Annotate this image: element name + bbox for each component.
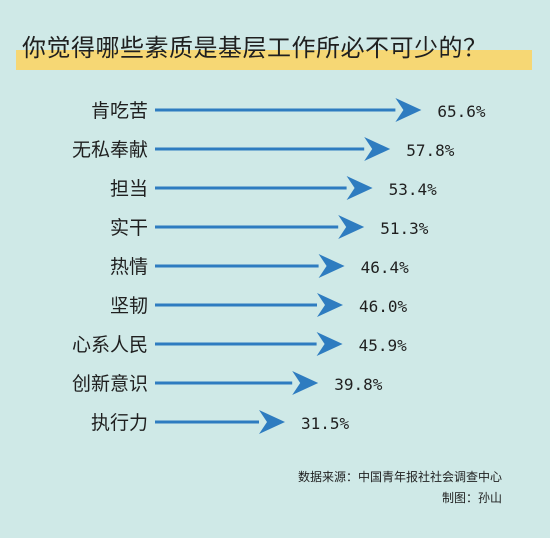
arrow-head bbox=[259, 410, 285, 434]
value-label: 53.4% bbox=[389, 180, 438, 199]
value-label: 39.8% bbox=[334, 375, 383, 394]
value-label: 46.0% bbox=[359, 297, 408, 316]
value-label: 65.6% bbox=[437, 102, 486, 121]
category-label: 担当 bbox=[110, 178, 148, 200]
category-label: 热情 bbox=[110, 256, 148, 278]
arrow-shaft bbox=[155, 147, 365, 151]
category-label: 坚韧 bbox=[110, 295, 148, 317]
arrow-head bbox=[395, 98, 422, 122]
chart-title: 你觉得哪些素质是基层工作所必不可少的？ bbox=[22, 34, 488, 62]
arrow-head bbox=[316, 332, 343, 356]
arrow-shaft bbox=[155, 381, 293, 385]
category-label: 执行力 bbox=[91, 412, 148, 434]
arrow-bar-chart: 肯吃苦 65.6% 无私奉献 57.8% 担当 53.4% 实干 51.3% 热情 46.4% 坚韧… bbox=[72, 98, 486, 434]
arrow-shaft bbox=[155, 264, 319, 268]
category-label: 肯吃苦 bbox=[91, 100, 148, 122]
category-label: 心系人民 bbox=[72, 334, 148, 356]
arrow-shaft bbox=[155, 108, 396, 112]
arrow-shaft bbox=[155, 342, 317, 346]
value-label: 51.3% bbox=[380, 219, 429, 238]
arrow-head bbox=[292, 371, 319, 395]
arrow-shaft bbox=[155, 186, 347, 190]
arrow-shaft bbox=[155, 420, 259, 424]
arrow-head bbox=[317, 293, 343, 317]
arrow-head bbox=[346, 176, 373, 200]
value-label: 57.8% bbox=[406, 141, 455, 160]
category-label: 创新意识 bbox=[72, 373, 148, 395]
arrow-head bbox=[318, 254, 345, 278]
category-label: 无私奉献 bbox=[72, 139, 148, 161]
arrow-shaft bbox=[155, 303, 317, 307]
chart-credit: 制图：孙山 bbox=[441, 491, 502, 505]
arrow-head bbox=[338, 215, 365, 239]
data-source-note: 数据来源：中国青年报社社会调查中心 bbox=[297, 470, 502, 484]
arrow-shaft bbox=[155, 225, 339, 229]
category-label: 实干 bbox=[110, 217, 148, 239]
arrow-head bbox=[364, 137, 391, 161]
value-label: 31.5% bbox=[301, 414, 350, 433]
value-label: 46.4% bbox=[361, 258, 410, 277]
value-label: 45.9% bbox=[359, 336, 408, 355]
title-highlight-band bbox=[16, 50, 532, 70]
